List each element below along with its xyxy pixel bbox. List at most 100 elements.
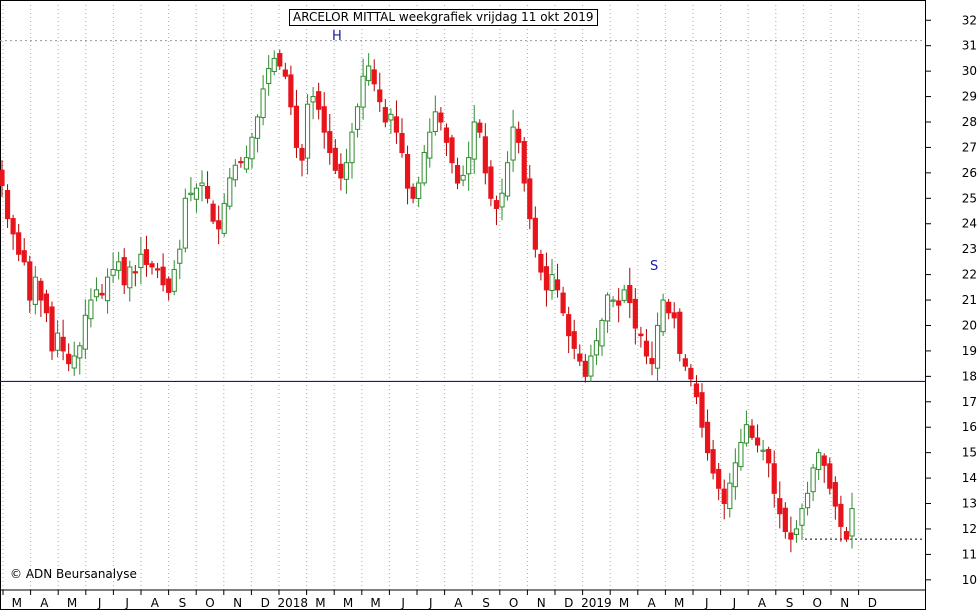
candle-down xyxy=(754,437,761,446)
candle-down xyxy=(477,122,483,133)
y-tick-label: 15 xyxy=(962,446,977,460)
y-tick-label: 22 xyxy=(962,268,977,282)
candle-up xyxy=(588,355,594,377)
candle-up xyxy=(116,261,122,271)
y-tick-label: 21 xyxy=(962,293,977,307)
x-tick-label: J xyxy=(97,596,102,610)
candle-down xyxy=(332,147,338,171)
candle-down xyxy=(699,392,705,428)
candle-up xyxy=(743,424,750,444)
candle-down xyxy=(782,507,788,532)
y-tick-label: 23 xyxy=(962,242,977,256)
candle-down xyxy=(560,292,566,314)
candle-down xyxy=(282,69,288,77)
candle-up xyxy=(199,182,205,187)
candle-down xyxy=(143,249,150,265)
candle-down xyxy=(377,89,383,103)
x-tick-label: J xyxy=(124,596,129,610)
candle-down xyxy=(277,53,283,67)
candle-up xyxy=(604,294,611,322)
x-tick-label: M xyxy=(12,596,22,610)
candle-down xyxy=(160,266,166,286)
candle-up xyxy=(599,319,605,347)
candle-down xyxy=(821,455,827,466)
candle-up xyxy=(732,462,738,488)
y-tick-label: 10 xyxy=(962,573,977,587)
x-tick-label: J xyxy=(400,596,405,610)
candle-down xyxy=(238,161,244,164)
y-tick-label: 14 xyxy=(962,471,977,485)
y-tick-label: 31 xyxy=(962,39,977,53)
candle-down xyxy=(777,498,783,515)
candle-down xyxy=(4,189,11,220)
candle-down xyxy=(293,105,300,148)
candle-up xyxy=(177,248,183,264)
candle-down xyxy=(327,131,333,154)
x-tick-label: M xyxy=(315,596,325,610)
candle-up xyxy=(182,197,188,249)
x-tick-label: N xyxy=(233,596,242,610)
candle-down xyxy=(649,358,655,365)
candle-up xyxy=(416,182,422,199)
x-tick-label: M xyxy=(619,596,629,610)
candle-down xyxy=(204,185,211,199)
candle-up xyxy=(421,152,427,184)
candle-down xyxy=(154,268,161,271)
candle-up xyxy=(271,57,277,73)
candle-up xyxy=(138,253,144,269)
candle-down xyxy=(566,314,572,337)
candle-up xyxy=(810,467,816,493)
candle-down xyxy=(121,257,127,286)
candle-down xyxy=(666,301,672,314)
x-tick-label: O xyxy=(205,596,214,610)
y-tick-label: 12 xyxy=(962,522,977,536)
candle-up xyxy=(243,157,250,170)
candle-down xyxy=(677,311,683,354)
x-tick-label: S xyxy=(179,596,187,610)
candle-down xyxy=(454,165,461,184)
candle-up xyxy=(432,111,438,132)
candle-down xyxy=(554,279,561,291)
y-tick-label: 24 xyxy=(962,217,977,231)
candle-down xyxy=(532,217,538,250)
candle-up xyxy=(499,192,505,208)
candle-up xyxy=(193,187,200,200)
shoulder-annotation: S xyxy=(650,259,659,274)
candle-up xyxy=(110,269,116,276)
candle-up xyxy=(816,452,822,470)
x-tick-label: S xyxy=(482,596,490,610)
candle-up xyxy=(171,269,177,292)
candle-up xyxy=(760,449,766,452)
candle-down xyxy=(443,127,450,143)
candle-up xyxy=(510,126,516,161)
candle-down xyxy=(749,425,755,438)
candle-up xyxy=(504,162,511,197)
candle-down xyxy=(10,218,16,235)
candle-down xyxy=(66,353,72,365)
candle-up xyxy=(660,299,666,333)
y-tick-label: 27 xyxy=(962,140,977,154)
y-tick-label: 28 xyxy=(962,115,977,129)
candle-down xyxy=(216,220,222,230)
candle-up xyxy=(104,276,111,302)
candle-down xyxy=(627,285,633,304)
candle-up xyxy=(77,345,83,359)
candle-up xyxy=(654,324,661,369)
candle-down xyxy=(60,336,66,352)
candle-down xyxy=(582,360,588,377)
candle-up xyxy=(310,96,316,103)
candle-down xyxy=(399,133,405,154)
candle-down xyxy=(210,203,216,222)
x-tick-label: J xyxy=(428,596,433,610)
candle-down xyxy=(832,482,838,507)
candle-down xyxy=(771,463,777,494)
candle-up xyxy=(254,116,261,139)
y-tick-label: 20 xyxy=(962,318,977,332)
candle-up xyxy=(366,65,372,82)
x-tick-label: M xyxy=(67,596,77,610)
candle-down xyxy=(38,280,44,301)
x-tick-label: D xyxy=(868,596,877,610)
y-tick-label: 26 xyxy=(962,166,977,180)
candle-down xyxy=(321,106,327,133)
candle-up xyxy=(188,192,194,196)
